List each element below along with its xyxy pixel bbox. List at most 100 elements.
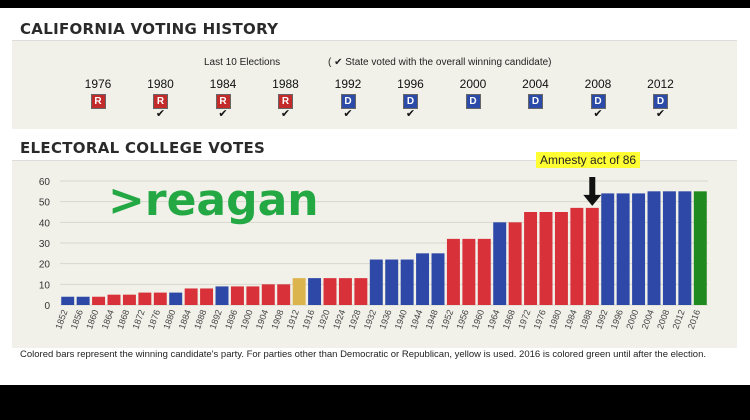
y-tick-label: 10 [39,280,51,291]
x-tick-label: 1996 [609,308,625,330]
x-tick-label: 1880 [161,308,177,330]
x-tick-label: 1988 [578,308,594,330]
election-1988: 1988 R ✔ [266,77,306,120]
x-tick-label: 1976 [532,308,548,330]
bar-1984 [570,207,584,305]
bar-1892 [215,286,229,305]
bar-1884 [184,288,198,305]
chart-footnote: Colored bars represent the winning candi… [20,349,707,360]
bar-1992 [601,193,615,305]
party-badge: R [215,94,231,109]
electoral-bar-chart: 0 10 20 30 40 50 60 1852 1856 1860 1864 1868 1872 187… [39,177,708,331]
bar-2008 [662,191,676,305]
winner-check-icon [453,109,493,119]
bar-1876 [153,292,167,305]
history-subtitle: Last 10 Elections [204,57,281,68]
arrow-down-icon [583,194,602,206]
x-tick-label: 1948 [424,308,440,330]
x-tick-label: 1896 [223,308,239,330]
x-tick-label: 1904 [254,308,270,330]
x-tick-label: 1868 [115,308,131,330]
x-tick-label: 2004 [640,308,656,330]
bar-1936 [385,259,399,305]
bar-1888 [200,288,214,305]
election-2008: 2008 D ✔ [578,77,618,120]
bar-1948 [431,253,445,305]
party-badge: D [403,94,418,109]
bar-1956 [462,238,476,305]
bar-1916 [308,278,322,305]
election-year-label: 2000 [459,77,487,91]
x-tick-label: 1920 [316,308,332,330]
x-tick-label: 2008 [655,308,671,330]
electoral-chart-box: 0 10 20 30 40 50 60 1852 1856 1860 1864 1868 1872 187… [12,160,737,348]
bar-1980 [554,212,568,305]
winner-check-icon: ✔ [218,108,228,120]
election-year-label: 2008 [584,77,612,91]
election-year-label: 1980 [147,77,174,91]
election-2012: 2012 D ✔ [641,77,681,120]
party-badge: R [278,94,293,109]
electoral-votes-title: ELECTORAL COLLEGE VOTES [20,139,266,157]
x-tick-label: 1928 [346,308,362,330]
x-tick-label: 1992 [593,308,609,330]
bar-2012 [678,191,692,305]
y-tick-label: 60 [39,177,51,188]
x-tick-label: 1932 [362,308,378,330]
bar-1864 [107,294,121,305]
bar-1928 [354,278,368,305]
bar-1996 [616,193,630,305]
bar-1932 [369,259,383,305]
bar-1872 [138,292,152,305]
bar-1976 [539,212,553,305]
arrow-shaft-icon [589,177,596,196]
party-badge: D [590,94,606,109]
bar-1856 [76,296,90,305]
x-tick-label: 1968 [501,308,517,330]
bar-1920 [323,278,337,305]
election-1996: 1996 D ✔ [391,77,431,120]
x-tick-label: 1876 [146,308,162,330]
bar-1880 [169,292,183,305]
election-year-label: 1984 [209,77,237,91]
x-tick-label: 1936 [377,308,393,330]
y-tick-label: 0 [44,301,50,312]
x-tick-label: 1952 [439,308,455,330]
meme-overlay-text: >reagan [108,175,319,226]
x-tick-label: 1924 [331,308,347,330]
bar-1968 [508,222,522,305]
x-tick-label: 1856 [69,308,85,330]
election-1984: 1984 R ✔ [203,77,243,120]
x-tick-label: 1892 [208,308,224,330]
y-tick-label: 50 [39,198,51,209]
bar-1900 [246,286,260,305]
bar-1904 [261,284,275,305]
y-tick-label: 30 [39,239,51,250]
election-1992: 1992 D ✔ [328,77,368,120]
bar-1908 [277,284,291,305]
election-1976: 1976 R [78,77,118,119]
election-year-label: 1988 [272,77,299,91]
history-legend: ( ✔ State voted with the overall winning… [328,57,552,68]
infographic-panel: CALIFORNIA VOTING HISTORY Last 10 Electi… [0,8,750,385]
bar-1924 [338,278,352,305]
election-1980: 1980 R ✔ [141,77,181,120]
x-tick-label: 1944 [408,308,424,330]
party-badge: R [90,94,106,109]
x-tick-label: 1960 [470,308,486,330]
bar-1960 [477,238,491,305]
x-tick-label: 1864 [100,308,116,330]
bar-2016 [693,191,707,305]
bar-1896 [230,286,244,305]
bar-1868 [122,294,136,305]
election-2004: 2004 D [516,77,556,119]
bar-1972 [524,212,538,305]
party-badge: D [528,94,543,109]
election-year-label: 1996 [397,77,424,91]
x-tick-label: 1980 [547,308,563,330]
x-tick-label: 1900 [238,308,254,330]
x-tick-label: 1964 [485,308,501,330]
x-tick-label: 2000 [624,308,640,330]
voting-history-box: Last 10 Elections ( ✔ State voted with t… [12,40,737,129]
x-tick-label: 1884 [177,308,193,330]
